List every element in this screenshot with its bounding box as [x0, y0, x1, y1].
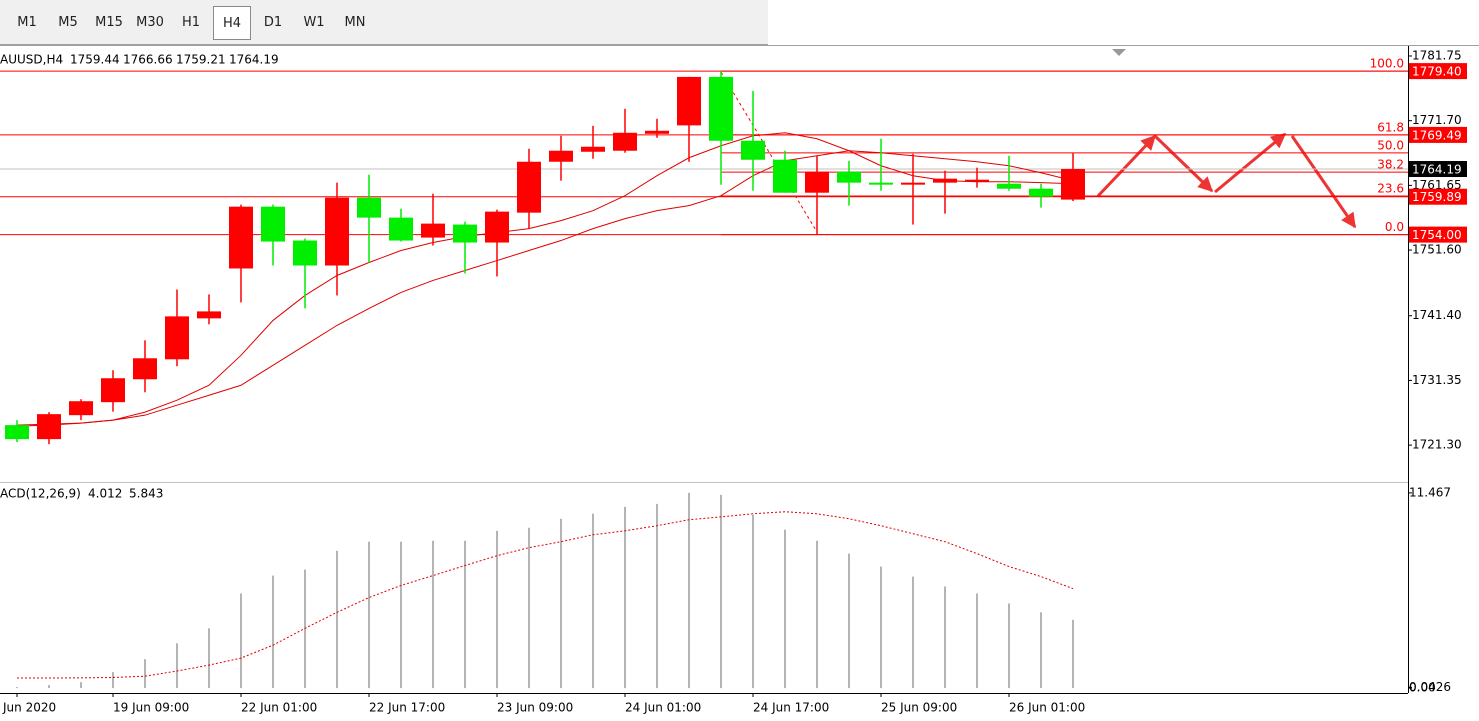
price-label-box [1409, 126, 1467, 143]
timeframe-button[interactable]: M30 [136, 15, 164, 30]
fibo-ratio: 50.0 [1377, 138, 1404, 152]
price-label-box [1409, 226, 1467, 243]
y-tick-label: 1731.35 [1412, 373, 1462, 387]
candle-body [997, 183, 1021, 189]
x-tick-label: 23 Jun 09:00 [497, 701, 573, 715]
candle-body [69, 401, 93, 416]
x-tick-label: 22 Jun 01:00 [241, 701, 317, 715]
price-label-box [1409, 188, 1467, 205]
y-tick-label: 11.467 [1409, 485, 1451, 499]
timeframe-button[interactable]: M15 [95, 15, 123, 30]
candle-body [485, 211, 509, 243]
candle-body [325, 197, 349, 266]
shift-marker [1112, 49, 1126, 56]
x-tick-label: 24 Jun 17:00 [753, 701, 829, 715]
candle-body [549, 150, 573, 162]
fibo-ratio: 23.6 [1377, 182, 1404, 196]
arrow [1096, 134, 1157, 198]
timeframe-button[interactable]: H1 [181, 15, 201, 30]
candle-body [165, 316, 189, 360]
fibo-ratio: 61.8 [1377, 120, 1404, 134]
x-tick-label: 26 Jun 01:00 [1009, 701, 1085, 715]
candle-body [901, 182, 925, 185]
y-tick-label: 0.0426 [1409, 680, 1451, 694]
price-label: 1769.49 [1412, 128, 1462, 142]
timeframe-button[interactable]: D1 [263, 15, 283, 30]
fibo-ratio: 0.0 [1385, 220, 1404, 234]
candle-body [357, 197, 381, 218]
y-tick-label: 1721.30 [1412, 438, 1462, 452]
x-tick-label: 22 Jun 17:00 [369, 701, 445, 715]
price-label: 1754.00 [1412, 228, 1462, 242]
moving-average [16, 150, 1074, 426]
last-open: 1759.44 [70, 53, 120, 67]
candle-body [773, 159, 797, 193]
y-tick-label: 1761.65 [1412, 178, 1462, 192]
candle-body [613, 132, 637, 151]
candle-body [677, 76, 701, 126]
macd-signal: 5.843 [129, 487, 163, 501]
y-tick-label: 1741.40 [1412, 308, 1462, 322]
candle-body [453, 224, 477, 243]
candle-body [197, 311, 221, 319]
candle-body [293, 240, 317, 266]
timeframe-button[interactable]: M5 [58, 15, 78, 30]
timeframe-button[interactable]: H4 [213, 6, 251, 40]
candle-body [837, 171, 861, 183]
symbol: AUUSD,H4 [0, 53, 63, 67]
candle-body [741, 140, 765, 160]
price-label-box [1409, 63, 1467, 80]
y-tick-label: 1781.75 [1412, 48, 1462, 62]
x-tick-label: Jun 2020 [2, 701, 56, 715]
candle-body [645, 130, 669, 134]
candle-body [261, 206, 285, 242]
macd-value: 4.012 [88, 487, 122, 501]
arrow [1290, 135, 1357, 229]
x-tick-label: 25 Jun 09:00 [881, 701, 957, 715]
candle-body [869, 182, 893, 185]
candle-body [581, 146, 605, 152]
x-tick-label: 24 Jun 01:00 [625, 701, 701, 715]
current-price-box [1409, 161, 1467, 178]
candle-body [1029, 188, 1053, 197]
candle-body [805, 171, 829, 193]
candle-body [229, 206, 253, 269]
timeframe-button[interactable]: M1 [17, 15, 37, 30]
candle-body [421, 223, 445, 238]
timeframe-button[interactable]: MN [344, 15, 366, 30]
macd-title: ACD(12,26,9) [0, 487, 81, 501]
candle-body [1061, 169, 1085, 200]
fibo-anchor [720, 71, 818, 233]
last-close: 1764.19 [229, 53, 279, 67]
fibo-ratio: 38.2 [1377, 158, 1404, 172]
candle-body [933, 178, 957, 183]
price-label: 1759.89 [1412, 190, 1462, 204]
fibo-ratio: 100.0 [1370, 57, 1404, 71]
candle-body [37, 414, 61, 440]
x-tick-label: 19 Jun 09:00 [113, 701, 189, 715]
arrow [1214, 132, 1287, 194]
macd-signal-line [17, 511, 1074, 679]
y-tick-label: 0.00 [1409, 681, 1436, 695]
y-tick-label: 1751.60 [1412, 243, 1462, 257]
candle-body [709, 76, 733, 141]
candle-body [133, 358, 157, 380]
last-low: 1759.21 [176, 53, 226, 67]
candle-body [517, 161, 541, 213]
candle-body [965, 179, 989, 182]
candle-body [101, 378, 125, 403]
y-tick-label: 1771.70 [1412, 113, 1462, 127]
current-price-label: 1764.19 [1412, 163, 1462, 177]
last-high: 1766.66 [123, 53, 173, 67]
price-label: 1779.40 [1412, 65, 1462, 79]
timeframe-button[interactable]: W1 [303, 15, 325, 30]
moving-average [16, 132, 1074, 427]
candle-body [389, 217, 413, 241]
forecast-arrows [1096, 132, 1357, 229]
arrow [1153, 134, 1214, 193]
candle-body [5, 425, 29, 440]
timeframe-toolbar: M1 M5 M15 M30 H1 H4 D1 W1 MN [0, 0, 768, 45]
